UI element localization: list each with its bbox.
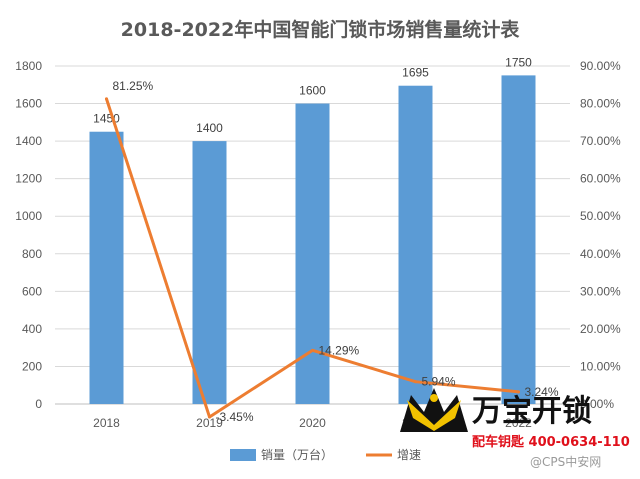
left-tick-label: 1200	[15, 172, 42, 186]
line-label: 14.29%	[319, 343, 360, 357]
line-label: 3.24%	[525, 385, 559, 399]
watermark: 万宝开锁 配车钥匙 400-0634-110 @CPS中安网	[400, 388, 630, 469]
line-point	[208, 415, 211, 419]
line-point	[311, 348, 314, 352]
watermark-brand: 万宝开锁	[472, 394, 592, 429]
right-tick-label: 20.00%	[580, 322, 621, 336]
right-tick-label: 0.00%	[580, 397, 614, 411]
line-label: -3.45%	[216, 410, 254, 424]
left-tick-label: 600	[22, 284, 42, 298]
chart-title: 2018-2022年中国智能门锁市场销售量统计表	[121, 18, 521, 41]
x-tick-label: 2022	[505, 416, 532, 430]
left-tick-label: 1800	[15, 59, 42, 73]
bar	[192, 141, 227, 404]
watermark-phone: 配车钥匙 400-0634-110	[472, 434, 630, 450]
right-tick-label: 30.00%	[580, 284, 621, 298]
line-data-labels: 81.25% -3.45% 14.29% 5.94% 3.24%	[113, 79, 559, 424]
left-tick-label: 1000	[15, 209, 42, 223]
left-tick-label: 400	[22, 322, 42, 336]
left-tick-label: 200	[22, 359, 42, 373]
left-tick-label: 0	[35, 397, 42, 411]
left-axis-ticks: 0 200 400 600 800 1000 1200 1400 1600 1800	[15, 59, 42, 411]
legend-label-growth: 增速	[397, 448, 421, 462]
line-series	[105, 97, 520, 419]
x-tick-label: 2018	[93, 416, 120, 430]
bar-label: 1695	[402, 66, 429, 80]
line-label: 81.25%	[113, 79, 154, 93]
legend-label-sales: 销量（万台）	[261, 447, 333, 462]
watermark-source: @CPS中安网	[530, 454, 601, 469]
right-tick-label: 10.00%	[580, 359, 621, 373]
line-label: 5.94%	[422, 375, 456, 389]
right-tick-label: 40.00%	[580, 247, 621, 261]
line-point	[517, 390, 520, 394]
left-tick-label: 1600	[15, 97, 42, 111]
bar-label: 1400	[196, 121, 223, 135]
bar-label: 1450	[93, 112, 120, 126]
x-tick-label: 2020	[299, 416, 326, 430]
line-point	[105, 97, 108, 101]
line-point	[414, 380, 417, 384]
bar-series	[89, 75, 536, 405]
x-tick-label: 2019	[196, 416, 223, 430]
bar-data-labels: 1450 1400 1600 1695 1750	[93, 55, 532, 135]
bar	[501, 75, 536, 404]
left-tick-label: 1400	[15, 134, 42, 148]
bar-label: 1600	[299, 84, 326, 98]
right-tick-label: 80.00%	[580, 97, 621, 111]
bar	[89, 131, 124, 404]
left-tick-label: 800	[22, 247, 42, 261]
right-tick-label: 90.00%	[580, 59, 621, 73]
bar	[398, 85, 433, 404]
right-tick-label: 70.00%	[580, 134, 621, 148]
right-tick-label: 60.00%	[580, 172, 621, 186]
right-tick-label: 50.00%	[580, 209, 621, 223]
legend-swatch-sales	[230, 449, 256, 461]
crown-lock-logo-icon	[400, 388, 468, 432]
right-axis-ticks: 0.00% 10.00% 20.00% 30.00% 40.00% 50.00% 60.00…	[580, 59, 621, 411]
legend: 销量（万台） 增速	[230, 447, 421, 462]
bar-label: 1750	[505, 55, 532, 69]
